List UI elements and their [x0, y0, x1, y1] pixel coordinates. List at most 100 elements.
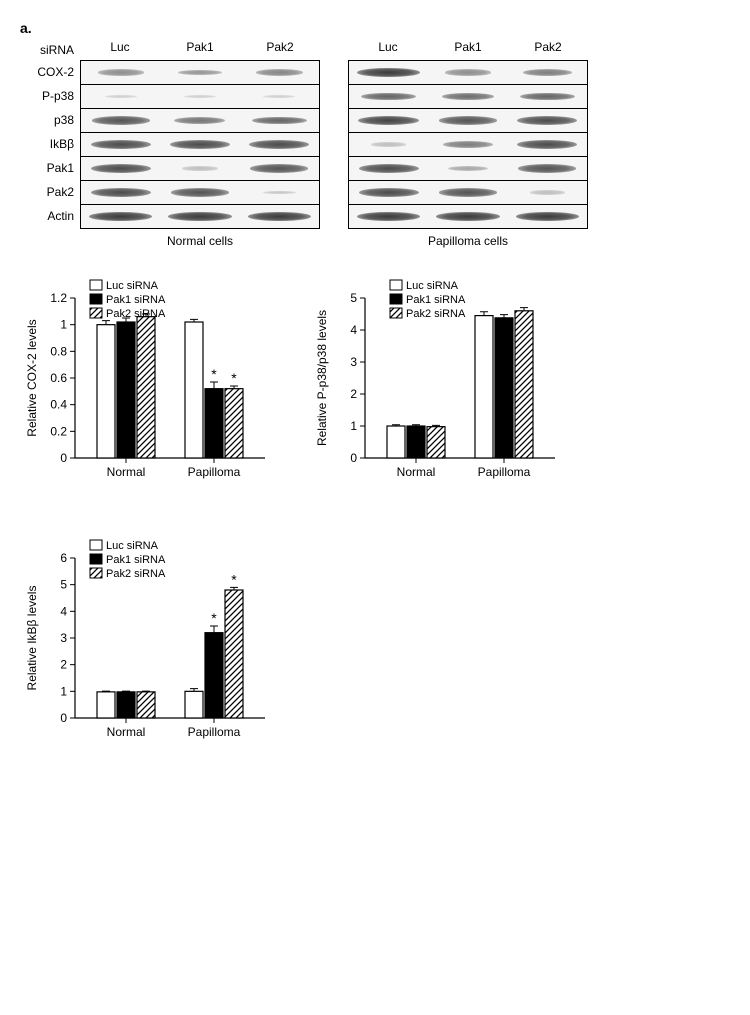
blot-lane	[349, 157, 428, 180]
ytick-label: 1	[350, 419, 357, 433]
ytick-label: 3	[60, 631, 67, 645]
blot-row	[80, 60, 320, 85]
blot-row	[80, 84, 320, 109]
blot-row	[348, 132, 588, 157]
blot-row	[348, 84, 588, 109]
legend-swatch	[390, 294, 402, 304]
significance-star: *	[211, 610, 217, 626]
row-label: Pak2	[20, 180, 76, 204]
chart-svg: 0123456Relative IkBβ levelsNormal**Papil…	[20, 538, 280, 778]
bar	[97, 325, 115, 458]
blot-band	[439, 116, 497, 125]
ytick-label: 3	[350, 355, 357, 369]
row-labels: siRNA COX-2P-p38p38IkBβPak1Pak2Actin	[20, 40, 76, 248]
row-label: p38	[20, 108, 76, 132]
blot-band	[178, 70, 222, 76]
ytick-label: 5	[350, 291, 357, 305]
blot-band	[517, 116, 577, 125]
ytick-label: 0.2	[50, 424, 67, 438]
lane-header: LucPak1Pak2	[80, 40, 320, 60]
blot-band	[174, 117, 225, 124]
blot-band	[91, 188, 151, 197]
blot-lane	[508, 181, 587, 204]
blot-lane	[508, 109, 587, 132]
legend-label: Pak1 siRNA	[106, 554, 166, 566]
bar	[475, 316, 493, 458]
y-axis-label: Relative IkBβ levels	[25, 586, 39, 691]
blot-row	[348, 108, 588, 133]
blot-band	[359, 188, 419, 197]
blot-lane	[349, 109, 428, 132]
blot-row	[348, 204, 588, 229]
blot-lane	[349, 181, 428, 204]
blot-lane	[428, 205, 507, 228]
bar	[97, 692, 115, 718]
bar	[185, 322, 203, 458]
legend-swatch	[90, 568, 102, 578]
blot-lane	[428, 181, 507, 204]
blot-band	[250, 164, 308, 173]
row-label: Actin	[20, 204, 76, 228]
blot-lane	[428, 109, 507, 132]
blot-band	[252, 117, 307, 125]
blot-lane	[160, 133, 239, 156]
ytick-label: 0	[60, 451, 67, 465]
blot-band	[448, 166, 489, 171]
bar	[495, 318, 513, 458]
ytick-label: 0.4	[50, 398, 67, 412]
blot-band	[518, 164, 576, 173]
xtick-label: Normal	[107, 725, 146, 739]
ytick-label: 4	[350, 323, 357, 337]
ytick-label: 1.2	[50, 291, 67, 305]
bar	[137, 692, 155, 718]
blot-lane	[349, 61, 428, 84]
blot-band	[436, 212, 499, 222]
blot-lane	[240, 61, 319, 84]
blot-band	[91, 164, 151, 173]
blot-lane	[508, 133, 587, 156]
xtick-label: Normal	[397, 465, 436, 479]
legend-swatch	[390, 280, 402, 290]
row-label: COX-2	[20, 60, 76, 84]
xtick-label: Papilloma	[478, 465, 531, 479]
blot-band	[371, 142, 406, 146]
blot-band	[182, 166, 217, 170]
legend-swatch	[90, 540, 102, 550]
blot-band	[92, 116, 150, 125]
ytick-label: 2	[60, 658, 67, 672]
lane-label: Pak1	[428, 40, 508, 60]
bar	[137, 317, 155, 458]
blot-lane	[81, 205, 160, 228]
chart-svg: 012345Relative P-p38/p38 levelsNormalPap…	[310, 278, 570, 518]
blot-lane	[81, 109, 160, 132]
blot-band	[523, 69, 572, 76]
blot-band	[89, 212, 152, 222]
blot-band	[520, 93, 575, 101]
significance-star: *	[231, 571, 237, 587]
row-label: P-p38	[20, 84, 76, 108]
ytick-label: 2	[350, 387, 357, 401]
bar	[225, 389, 243, 458]
lane-label: Pak2	[240, 40, 320, 60]
blot-band	[249, 140, 309, 149]
blot-caption: Papilloma cells	[348, 234, 588, 248]
blot-row	[80, 132, 320, 157]
legend-swatch	[90, 280, 102, 290]
blot-lane	[349, 85, 428, 108]
blot-row	[348, 60, 588, 85]
legend-label: Pak2 siRNA	[106, 568, 166, 580]
lane-label: Pak2	[508, 40, 588, 60]
blot-band	[359, 164, 419, 173]
blot-band	[443, 141, 492, 148]
sirna-label: siRNA	[20, 40, 76, 60]
chart-svg: 00.20.40.60.811.2Relative COX-2 levelsNo…	[20, 278, 280, 518]
legend-swatch	[90, 294, 102, 304]
bar	[185, 691, 203, 718]
blot-lane	[508, 85, 587, 108]
bar	[515, 311, 533, 458]
blot-band	[517, 140, 577, 149]
blot-lane	[240, 109, 319, 132]
blot-band	[91, 140, 151, 149]
blot-caption: Normal cells	[80, 234, 320, 248]
blot-lane	[508, 157, 587, 180]
